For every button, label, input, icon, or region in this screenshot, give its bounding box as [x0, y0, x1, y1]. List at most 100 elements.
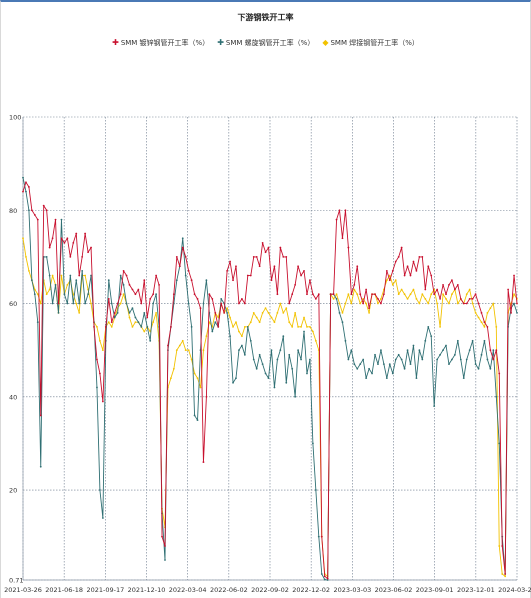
data-point-0 — [172, 293, 175, 296]
data-point-0 — [229, 260, 231, 263]
data-point-0 — [243, 302, 246, 305]
data-point-0 — [394, 260, 397, 263]
data-point-0 — [288, 302, 291, 305]
data-point-0 — [486, 325, 489, 328]
data-point-0 — [143, 279, 146, 282]
data-point-1 — [273, 386, 276, 389]
data-point-0 — [149, 297, 152, 300]
data-point-2 — [480, 321, 483, 324]
legend-item-welded[interactable]: ◆ SMM 焊接钢管开工率（%） — [322, 38, 419, 48]
data-point-2 — [501, 573, 504, 575]
data-point-1 — [480, 353, 483, 356]
data-point-0 — [25, 181, 27, 184]
data-point-2 — [394, 279, 397, 282]
data-point-2 — [403, 293, 406, 296]
data-point-0 — [90, 246, 92, 249]
data-point-2 — [436, 302, 439, 305]
data-point-2 — [456, 302, 459, 305]
data-point-2 — [468, 288, 471, 291]
data-point-0 — [205, 395, 208, 398]
data-point-2 — [243, 325, 246, 328]
data-point-1 — [57, 311, 60, 314]
data-point-0 — [235, 265, 237, 268]
data-point-0 — [418, 255, 421, 258]
data-point-0 — [146, 316, 149, 319]
data-point-2 — [477, 316, 480, 319]
data-point-0 — [101, 400, 104, 403]
data-point-1 — [22, 176, 24, 179]
data-point-1 — [205, 279, 208, 282]
data-point-2 — [181, 339, 184, 342]
data-point-1 — [456, 339, 459, 342]
data-point-1 — [235, 377, 237, 380]
data-point-2 — [279, 302, 282, 305]
data-point-2 — [51, 274, 54, 277]
data-point-2 — [252, 311, 255, 314]
data-point-0 — [412, 260, 415, 263]
data-point-1 — [430, 335, 433, 338]
data-point-0 — [462, 302, 465, 305]
data-point-1 — [397, 353, 400, 356]
data-point-2 — [48, 288, 51, 291]
data-point-0 — [344, 209, 347, 212]
data-point-0 — [510, 311, 512, 314]
data-point-0 — [516, 302, 518, 305]
data-point-1 — [306, 372, 308, 375]
data-point-1 — [471, 339, 474, 342]
data-point-2 — [391, 283, 394, 286]
data-point-0 — [338, 209, 341, 212]
x-tick-label: 2021-09-17 — [86, 586, 124, 594]
data-point-0 — [403, 274, 406, 277]
data-point-0 — [22, 190, 24, 193]
data-point-0 — [365, 288, 368, 291]
data-point-1 — [323, 578, 326, 581]
data-point-0 — [368, 307, 370, 310]
data-point-1 — [291, 367, 294, 370]
data-point-1 — [462, 377, 465, 380]
data-point-0 — [427, 265, 430, 268]
data-point-1 — [433, 405, 436, 408]
data-point-1 — [146, 325, 149, 328]
data-point-1 — [377, 363, 379, 366]
data-point-1 — [78, 302, 81, 305]
data-point-0 — [78, 274, 81, 277]
data-point-1 — [134, 316, 137, 319]
legend-marker-galvanized: ✚ — [112, 38, 119, 47]
data-point-0 — [45, 209, 48, 212]
data-point-1 — [261, 363, 264, 366]
data-point-2 — [255, 316, 258, 319]
data-point-2 — [483, 325, 486, 328]
legend-item-galvanized[interactable]: ✚ SMM 镀锌钢管开工率（%） — [112, 38, 209, 48]
data-point-2 — [306, 325, 308, 328]
data-point-0 — [489, 349, 492, 352]
data-point-1 — [406, 349, 409, 352]
data-point-2 — [134, 321, 137, 324]
data-point-2 — [311, 330, 314, 333]
data-point-2 — [350, 302, 353, 305]
data-point-2 — [84, 274, 87, 277]
data-point-2 — [359, 302, 362, 305]
data-point-2 — [60, 274, 63, 277]
data-point-1 — [72, 302, 75, 305]
data-point-1 — [241, 344, 243, 347]
data-point-0 — [504, 573, 507, 575]
chart-legend: ✚ SMM 镀锌钢管开工率（%） ✚ SMM 螺旋钢管开工率（%） ◆ SMM … — [0, 38, 531, 48]
data-point-2 — [178, 344, 181, 347]
data-point-2 — [273, 321, 276, 324]
data-point-0 — [128, 283, 131, 286]
data-point-2 — [196, 377, 199, 380]
data-point-1 — [474, 363, 477, 366]
data-point-1 — [84, 302, 87, 305]
data-point-1 — [196, 419, 199, 421]
data-point-0 — [63, 242, 66, 244]
data-point-1 — [338, 311, 341, 314]
data-point-1 — [453, 353, 456, 356]
legend-item-spiral[interactable]: ✚ SMM 螺旋钢管开工率（%） — [217, 38, 314, 48]
data-point-0 — [465, 302, 468, 305]
data-point-0 — [294, 283, 297, 286]
data-point-1 — [51, 302, 54, 305]
data-point-0 — [193, 293, 196, 296]
data-point-1 — [175, 279, 178, 282]
data-point-1 — [492, 349, 495, 352]
